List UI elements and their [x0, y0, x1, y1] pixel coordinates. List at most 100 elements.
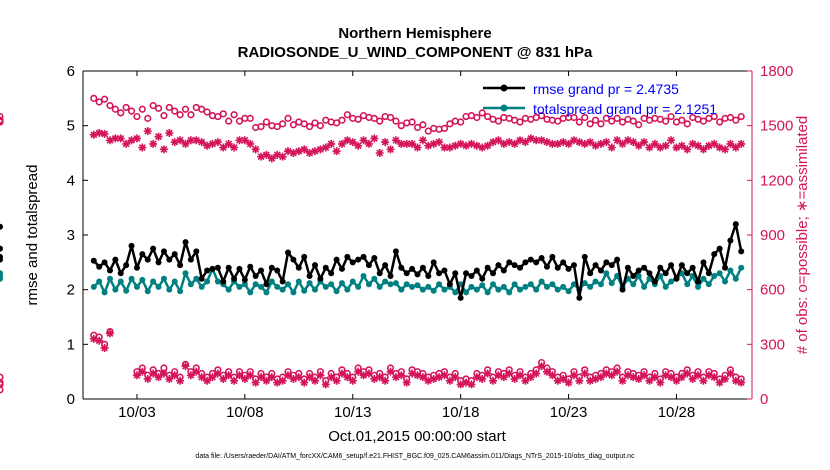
possible-marker	[629, 117, 637, 125]
assimilated-marker	[640, 138, 649, 147]
totalspread-point	[344, 286, 351, 293]
assimilated_low-marker	[516, 371, 525, 380]
possible-marker	[273, 122, 281, 131]
assimilated_low-marker	[89, 334, 98, 343]
totalspread-point	[360, 273, 367, 279]
assimilated_low-marker	[521, 376, 530, 385]
rmse-point	[668, 262, 675, 269]
assimilated_low-marker	[721, 374, 730, 383]
possible-marker	[516, 118, 524, 126]
rmse-point	[500, 267, 507, 274]
totalspread-point	[139, 276, 146, 283]
rmse-point	[517, 264, 524, 271]
rmse-point	[209, 265, 216, 272]
assimilated-marker	[176, 136, 185, 145]
assimilated_low-marker	[310, 376, 319, 385]
totalspread-point	[419, 286, 426, 293]
assimilated-marker	[580, 139, 589, 148]
possible-marker	[106, 102, 114, 110]
rmse-point	[700, 259, 707, 266]
assimilated_low-marker	[510, 374, 519, 383]
possible-marker	[305, 122, 314, 131]
totalspread-point	[376, 283, 383, 290]
assimilated-marker	[181, 139, 190, 148]
totalspread-point	[349, 278, 356, 285]
assimilated-marker	[267, 154, 276, 163]
assimilated_low-marker	[289, 374, 298, 383]
assimilated-marker	[596, 139, 605, 148]
rmse-point	[123, 262, 130, 269]
assimilated_low-marker	[591, 374, 600, 383]
assimilated_low-marker	[478, 374, 487, 383]
assimilated_low-marker	[408, 369, 417, 378]
assimilated-marker	[246, 139, 255, 148]
assimilated_low-marker	[305, 373, 314, 382]
y-tick-label: 6	[67, 63, 75, 80]
assimilated_low-marker	[257, 373, 266, 382]
possible-marker	[408, 118, 416, 126]
assimilated-marker	[656, 143, 665, 152]
totalspread-point	[495, 286, 502, 293]
assimilated-marker	[149, 139, 158, 148]
assimilated_low-marker	[418, 373, 427, 382]
totalspread-point	[0, 273, 3, 279]
possible-marker	[203, 108, 211, 116]
rmse-point	[333, 256, 340, 263]
assimilated-marker	[230, 143, 239, 152]
totalspread-point	[252, 281, 259, 288]
assimilated_low-marker	[208, 373, 217, 382]
possible-marker	[138, 105, 146, 113]
rmse-point	[193, 248, 200, 255]
assimilated-marker	[251, 145, 260, 154]
rmse-point	[457, 294, 464, 301]
assimilated_low-marker	[278, 376, 287, 385]
assimilated-marker	[116, 134, 125, 143]
rmse-point	[182, 239, 189, 246]
assimilated-marker	[537, 136, 546, 145]
rmse-point	[258, 267, 265, 274]
assimilated-marker	[429, 139, 438, 148]
assimilated_low-marker	[623, 371, 632, 380]
totalspread-point	[90, 283, 97, 290]
possible-marker	[0, 118, 4, 126]
footnote: data file: /Users/raeder/DAI/ATM_forcXX/…	[195, 453, 635, 460]
totalspread-point	[711, 273, 718, 279]
assimilated_low-marker	[327, 373, 336, 382]
rmse-point	[495, 262, 502, 269]
rmse-point	[527, 256, 534, 263]
possible-marker	[284, 114, 292, 122]
rmse-point	[635, 267, 642, 274]
possible_low-marker	[0, 386, 4, 394]
totalspread-point	[171, 278, 178, 285]
assimilated_low-marker	[192, 367, 201, 376]
totalspread-point	[409, 283, 416, 290]
rmse-point	[684, 270, 691, 277]
rmse-point	[576, 294, 583, 301]
rmse-point	[441, 267, 448, 274]
totalspread-point	[306, 280, 313, 287]
assimilated-marker	[478, 143, 487, 152]
possible-marker	[440, 124, 449, 132]
assimilated_low-marker	[429, 374, 438, 383]
assimilated-marker	[348, 138, 357, 147]
assimilated_low-marker	[489, 376, 498, 385]
assimilated-marker	[634, 141, 643, 150]
totalspread-point	[608, 280, 615, 287]
totalspread-point	[522, 283, 529, 290]
possible-marker	[225, 117, 233, 125]
rmse-point	[436, 270, 443, 277]
assimilated_low-marker	[451, 373, 460, 382]
assimilated_low-marker	[618, 376, 627, 385]
possible-marker	[122, 103, 130, 112]
totalspread-point	[333, 288, 340, 295]
assimilated-marker	[699, 145, 708, 154]
assimilated-marker	[337, 139, 346, 148]
totalspread-point	[732, 275, 739, 282]
assimilated_low-marker	[688, 374, 697, 383]
rmse-point	[689, 264, 696, 271]
x-tick-label: 10/18	[442, 404, 480, 421]
assimilated_low-marker	[586, 376, 595, 385]
chart-subtitle: RADIOSONDE_U_WIND_COMPONENT @ 831 hPa	[238, 44, 593, 61]
rmse-point	[678, 262, 685, 269]
totalspread-point	[517, 286, 524, 293]
